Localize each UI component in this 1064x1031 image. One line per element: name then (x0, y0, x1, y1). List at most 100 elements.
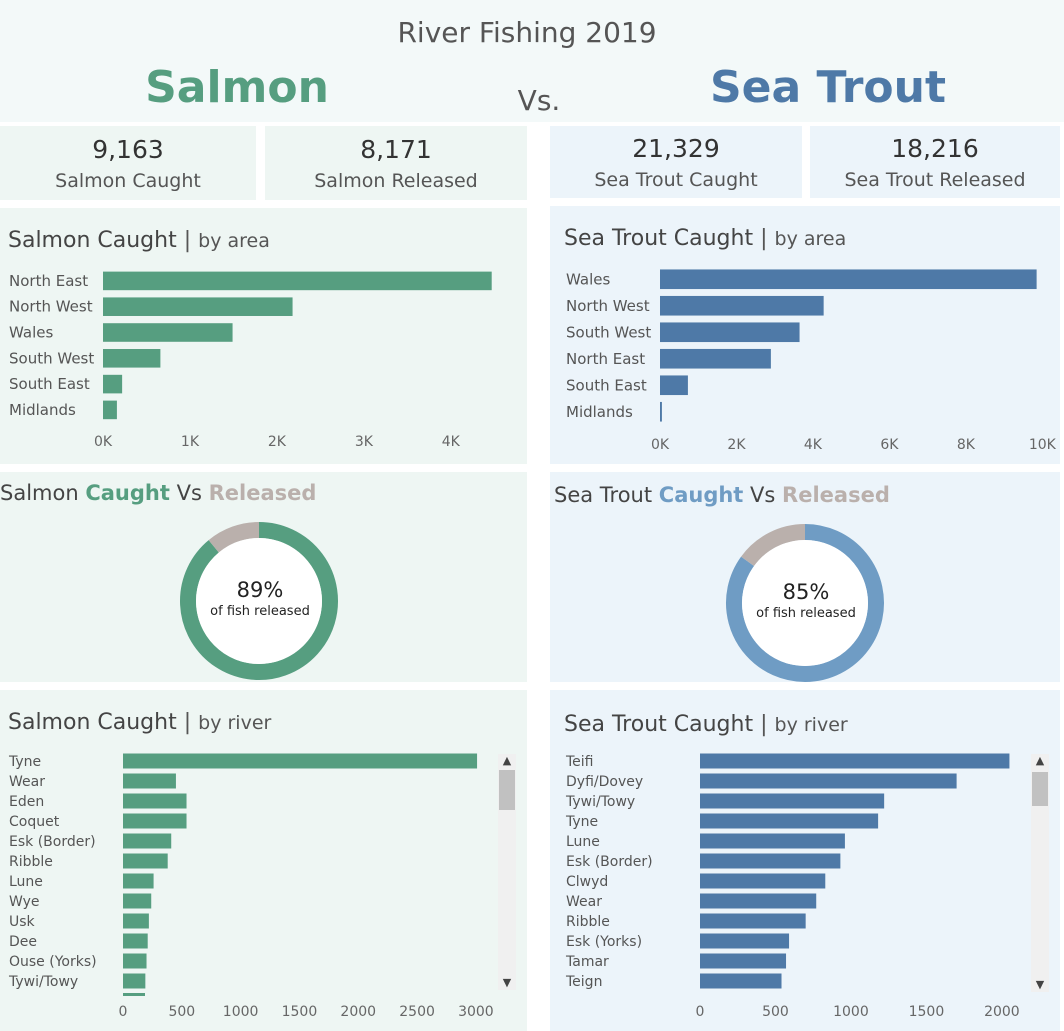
salmon-river-chart: Tyne Wear Eden Coquet Esk (Border) Ribble Lune… (8, 753, 494, 1020)
kpi-value: 21,329 (632, 134, 720, 163)
donut-slice[interactable] (741, 524, 806, 567)
tick-label: 1000 (223, 1004, 259, 1020)
title-vs: Vs (176, 481, 202, 505)
bar[interactable] (123, 913, 149, 929)
bar[interactable] (103, 349, 161, 368)
salmon-donut-panel: Salmon Caught Vs Released 89% of fish re… (0, 472, 527, 682)
tick-label: 2000 (984, 1004, 1020, 1020)
category-label: Dyfi/Dovey (566, 774, 643, 790)
bar[interactable] (123, 773, 176, 789)
tick-label: 1K (181, 434, 200, 450)
bar[interactable] (103, 400, 117, 420)
scroll-down-arrow[interactable]: ▼ (502, 976, 512, 989)
bar[interactable] (660, 322, 800, 343)
category-label: Wear (566, 894, 602, 910)
bar[interactable] (123, 873, 154, 889)
tick-label: 500 (168, 1004, 195, 1020)
bar[interactable] (700, 833, 845, 849)
category-label: North West (9, 298, 93, 316)
tick-label: 1000 (833, 1004, 869, 1020)
bar[interactable] (660, 375, 688, 396)
category-label: Esk (Border) (9, 834, 96, 850)
bar[interactable] (700, 933, 790, 949)
kpi-label: Salmon Caught (55, 170, 201, 192)
panel-title: Sea Trout Caught | by river (564, 712, 848, 737)
category-label: Tamar (565, 954, 609, 970)
tick-label: 2K (268, 434, 287, 450)
salmon-donut-chart (180, 522, 338, 680)
bar[interactable] (123, 973, 146, 989)
trout-river-scrollbar[interactable]: ▲ ▼ (1031, 754, 1049, 992)
salmon-area-chart: North East North West Wales South West South… (9, 271, 492, 450)
donut-slice[interactable] (726, 524, 884, 682)
bar[interactable] (700, 853, 841, 869)
bar[interactable] (103, 323, 233, 342)
bar[interactable] (123, 833, 172, 849)
bar[interactable] (700, 893, 817, 909)
bar[interactable] (660, 348, 771, 369)
tick-label: 3000 (458, 1004, 494, 1020)
bar[interactable] (660, 269, 1037, 290)
bar[interactable] (660, 401, 662, 422)
category-label: South East (566, 376, 647, 394)
panel-title-main: Salmon Caught (8, 228, 177, 253)
kpi-label: Salmon Released (314, 170, 478, 192)
salmon-area-panel: Salmon Caught | by area North East North … (0, 208, 527, 464)
bar[interactable] (700, 953, 787, 969)
bar[interactable] (700, 753, 1010, 769)
bar[interactable] (103, 297, 293, 316)
kpi-trout-released: 18,216 Sea Trout Released (810, 126, 1060, 198)
bar[interactable] (700, 973, 782, 989)
title-species: Sea Trout (554, 483, 653, 507)
tick-label: 2000 (340, 1004, 376, 1020)
bar[interactable] (103, 271, 492, 291)
panel-title-separator: | (183, 228, 192, 253)
bar[interactable] (700, 793, 885, 809)
bar[interactable] (123, 793, 187, 809)
kpi-label: Sea Trout Released (844, 169, 1026, 191)
tick-label: 3K (355, 434, 374, 450)
scroll-down-arrow[interactable]: ▼ (1035, 978, 1045, 991)
bar[interactable] (660, 295, 824, 316)
bar[interactable] (103, 374, 123, 394)
trout-area-panel: Sea Trout Caught | by area Wales North We… (550, 206, 1060, 464)
panel-title: Salmon Caught Vs Released (0, 481, 316, 505)
bar[interactable] (123, 813, 187, 829)
trout-area-chart: Wales North West South West North East South… (566, 269, 1057, 453)
title-caught: Caught (658, 483, 744, 507)
category-label: Esk (Yorks) (566, 934, 642, 950)
donut-slice[interactable] (208, 522, 260, 553)
trout-donut-panel: Sea Trout Caught Vs Released 85% of fish… (550, 472, 1060, 682)
bar[interactable] (123, 853, 168, 869)
donut-caption: of fish released (210, 604, 310, 619)
scroll-up-arrow[interactable]: ▲ (502, 754, 512, 767)
sea-trout-heading: Sea Trout (709, 62, 946, 113)
scroll-up-arrow[interactable]: ▲ (1035, 754, 1045, 767)
panel-title: Sea Trout Caught | by area (564, 226, 846, 251)
bar[interactable] (123, 893, 152, 909)
bar[interactable] (123, 933, 148, 949)
donut-slice[interactable] (180, 522, 338, 680)
bar[interactable] (123, 753, 478, 769)
panel-title-sub: by river (198, 712, 272, 734)
header-band (0, 0, 1064, 122)
tick-label: 0K (651, 437, 670, 453)
bar[interactable] (700, 873, 826, 889)
panel-title-sub: by area (198, 230, 270, 252)
donut-percent: 89% (236, 578, 284, 602)
category-label: South East (9, 375, 90, 393)
category-label: Teifi (565, 754, 594, 770)
bar[interactable] (700, 773, 957, 789)
title-caught: Caught (85, 481, 170, 505)
kpi-value: 8,171 (360, 135, 432, 164)
kpi-salmon-caught: 9,163 Salmon Caught (0, 126, 256, 200)
salmon-river-scrollbar[interactable]: ▲ ▼ (498, 754, 516, 990)
kpi-value: 9,163 (92, 135, 164, 164)
scroll-thumb[interactable] (1032, 772, 1048, 806)
tick-label: 0 (696, 1004, 705, 1020)
scroll-thumb[interactable] (499, 770, 515, 810)
bar[interactable] (123, 953, 147, 969)
bar[interactable] (700, 813, 879, 829)
bar[interactable] (700, 913, 806, 929)
kpi-trout-caught: 21,329 Sea Trout Caught (550, 126, 802, 198)
